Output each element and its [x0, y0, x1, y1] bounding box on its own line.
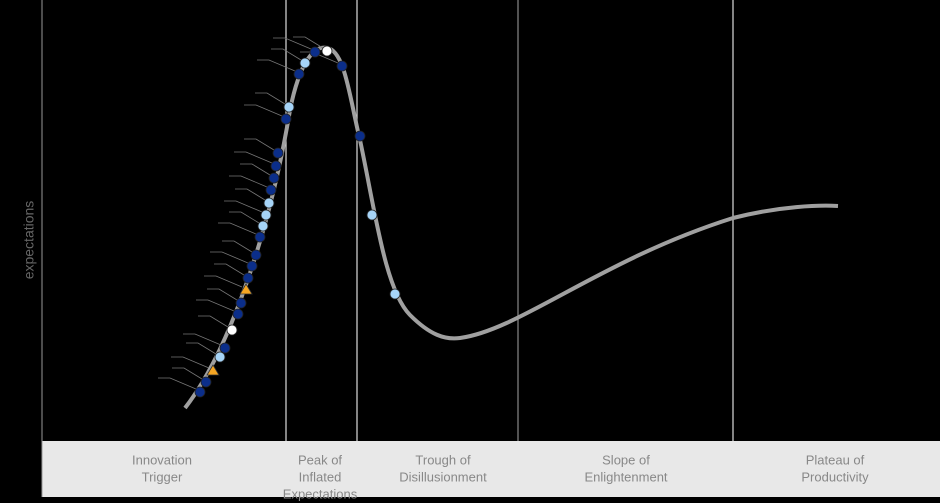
leader-line — [198, 315, 229, 328]
phase-dividers — [285, 0, 734, 441]
leader-line — [273, 37, 312, 50]
markers — [194, 45, 401, 398]
marker — [321, 45, 333, 57]
marker — [254, 231, 266, 243]
leader-line — [255, 92, 286, 105]
marker — [250, 249, 262, 261]
marker — [389, 288, 401, 300]
leader-line — [271, 48, 302, 61]
leader-line — [158, 377, 197, 390]
marker — [268, 172, 280, 184]
marker — [257, 220, 269, 232]
marker — [232, 308, 244, 320]
leader-line — [224, 200, 263, 213]
leader-line — [186, 342, 217, 355]
phase-label: Plateau of — [806, 452, 865, 467]
marker — [366, 209, 378, 221]
phase-band — [42, 441, 940, 497]
phase-label: Productivity — [801, 469, 869, 484]
marker — [272, 147, 284, 159]
marker — [200, 376, 212, 388]
marker-triangle — [239, 283, 253, 295]
marker — [246, 260, 258, 272]
leader-line — [234, 151, 273, 164]
leader-line — [196, 299, 235, 312]
marker — [299, 57, 311, 69]
marker — [309, 46, 321, 58]
y-axis-label: expectations — [21, 201, 37, 280]
phase-label: Enlightenment — [584, 469, 667, 484]
leader-line — [293, 36, 324, 49]
leader-line — [218, 222, 257, 235]
marker — [270, 160, 282, 172]
marker — [260, 209, 272, 221]
phase-label: Innovation — [132, 452, 192, 467]
marker — [214, 351, 226, 363]
leader-line — [204, 275, 243, 288]
phase-label: Trigger — [142, 469, 183, 484]
leader-line — [207, 288, 238, 301]
marker — [263, 197, 275, 209]
leader-line — [171, 356, 210, 369]
leader-line — [244, 104, 283, 117]
leader-line — [229, 175, 268, 188]
phase-labels: Innovation Trigger Peak of Inflated Expectat… — [132, 452, 869, 501]
marker — [293, 68, 305, 80]
marker — [280, 113, 292, 125]
marker — [354, 130, 366, 142]
marker-triangle — [206, 364, 220, 376]
phase-label: Peak of — [298, 452, 342, 467]
leader-line — [257, 59, 296, 72]
leader-lines — [158, 36, 339, 390]
marker — [265, 184, 277, 196]
marker — [219, 342, 231, 354]
phase-label: Trough of — [415, 452, 471, 467]
marker — [194, 386, 206, 398]
marker — [336, 60, 348, 72]
marker — [226, 324, 238, 336]
leader-line — [222, 240, 253, 253]
phase-label: Disillusionment — [399, 469, 487, 484]
hype-curve — [183, 45, 839, 410]
leader-line — [183, 333, 222, 346]
leader-line — [229, 211, 260, 224]
leader-line — [235, 188, 266, 201]
phase-label: Slope of — [602, 452, 650, 467]
phase-label: Expectations — [283, 486, 358, 501]
phase-label: Inflated — [299, 469, 342, 484]
leader-line — [210, 251, 249, 264]
leader-line — [244, 138, 275, 151]
marker — [235, 297, 247, 309]
marker — [242, 272, 254, 284]
marker — [283, 101, 295, 113]
leader-line — [214, 263, 245, 276]
leader-line — [172, 367, 203, 380]
leader-line — [240, 163, 271, 176]
